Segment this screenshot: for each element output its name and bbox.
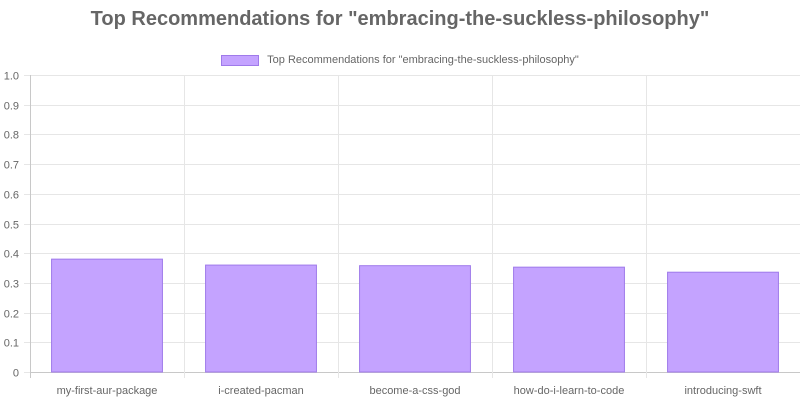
- legend[interactable]: Top Recommendations for "embracing-the-s…: [0, 52, 800, 68]
- y-tick-label: 0: [13, 368, 19, 380]
- y-tick-label: 0.4: [4, 249, 19, 261]
- y-tick-label: 0.1: [4, 338, 19, 350]
- x-tick-label: become-a-css-god: [369, 385, 460, 397]
- y-tick-label: 0.5: [4, 220, 19, 232]
- y-tick-label: 0.3: [4, 279, 19, 291]
- bar: [513, 266, 625, 373]
- y-tick-label: 0.9: [4, 101, 19, 113]
- y-tick-label: 0.8: [4, 130, 19, 142]
- y-tick-label: 0.2: [4, 309, 19, 321]
- bar: [667, 271, 779, 373]
- chart-title: Top Recommendations for "embracing-the-s…: [90, 8, 710, 30]
- bar: [51, 258, 163, 373]
- bar: [205, 264, 317, 373]
- legend-swatch[interactable]: [221, 54, 260, 66]
- legend-label[interactable]: Top Recommendations for "embracing-the-s…: [267, 54, 579, 66]
- x-tick-label: how-do-i-learn-to-code: [514, 385, 625, 397]
- y-tick-label: 1.0: [4, 71, 19, 83]
- y-tick-label: 0.6: [4, 190, 19, 202]
- x-tick-label: i-created-pacman: [218, 385, 304, 397]
- x-tick-label: introducing-swft: [684, 385, 761, 397]
- y-tick-label: 0.7: [4, 160, 19, 172]
- bar: [359, 265, 471, 373]
- x-tick-label: my-first-aur-package: [57, 385, 158, 397]
